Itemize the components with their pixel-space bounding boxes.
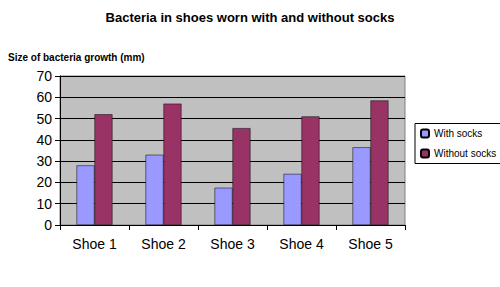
svg-text:Without socks: Without socks [434,148,496,159]
svg-text:50: 50 [36,111,52,127]
svg-text:70: 70 [36,68,52,84]
svg-text:With socks: With socks [434,128,482,139]
svg-text:Shoe 5: Shoe 5 [348,236,393,252]
svg-text:40: 40 [36,132,52,148]
svg-text:Shoe 4: Shoe 4 [279,236,324,252]
svg-text:20: 20 [36,174,52,190]
svg-text:Size of bacteria growth (mm): Size of bacteria growth (mm) [8,52,145,63]
svg-text:Shoe 2: Shoe 2 [141,236,186,252]
svg-text:30: 30 [36,153,52,169]
svg-text:Shoe 3: Shoe 3 [210,236,255,252]
svg-text:Bacteria in shoes worn with an: Bacteria in shoes worn with and without … [106,10,395,25]
svg-text:Shoe 1: Shoe 1 [72,236,117,252]
svg-text:0: 0 [44,217,52,233]
svg-text:60: 60 [36,89,52,105]
svg-text:10: 10 [36,196,52,212]
